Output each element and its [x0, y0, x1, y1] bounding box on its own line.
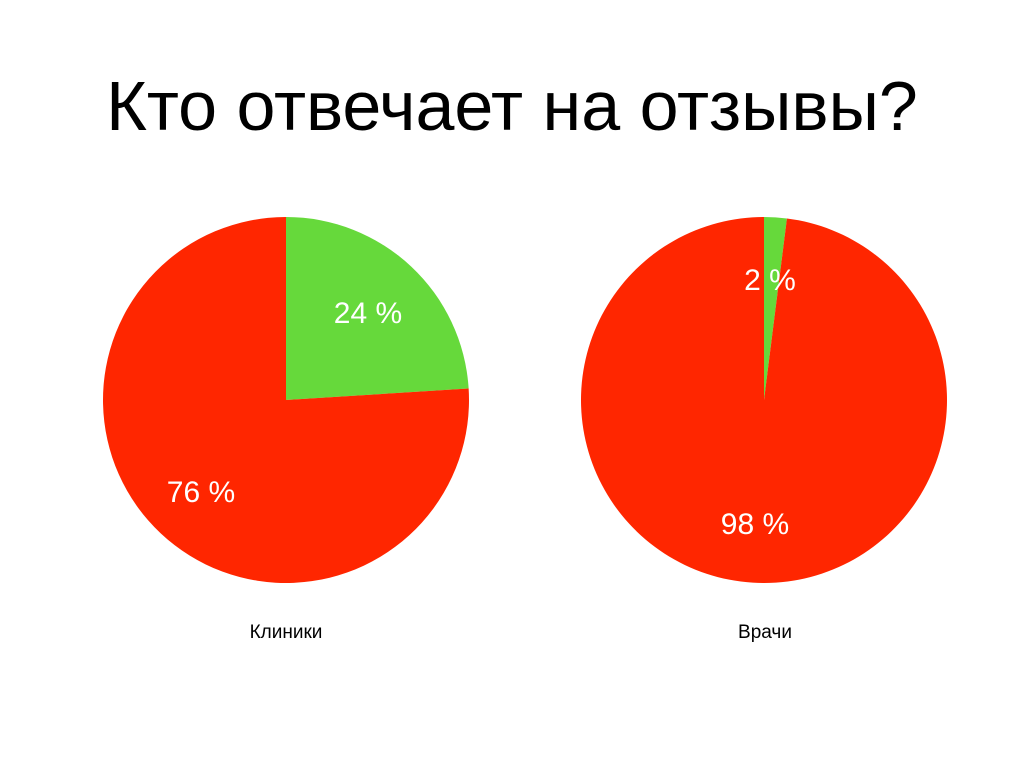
pie-svg-clinics — [102, 217, 469, 583]
pie-caption-doctors: Врачи — [738, 622, 792, 643]
slice-label-not-answered: 76 % — [166, 476, 236, 509]
slide-title: Кто отвечает на отзывы? — [106, 67, 918, 145]
slice-label-not-answered: 98 % — [720, 508, 790, 541]
slice-label-answered: 24 % — [333, 297, 403, 330]
pie-slice-answered — [286, 217, 469, 400]
pie-caption-clinics: Клиники — [249, 622, 323, 643]
pie-svg-doctors — [581, 217, 947, 583]
pie-chart-doctors: 2 % 98 % — [581, 217, 947, 583]
slice-label-answered: 2 % — [744, 264, 796, 297]
pie-slice-answered — [764, 217, 787, 400]
pie-slice-not-answered — [581, 217, 947, 583]
pie-slice-not-answered — [102, 217, 469, 583]
pie-chart-clinics: 24 % 76 % — [102, 217, 469, 583]
